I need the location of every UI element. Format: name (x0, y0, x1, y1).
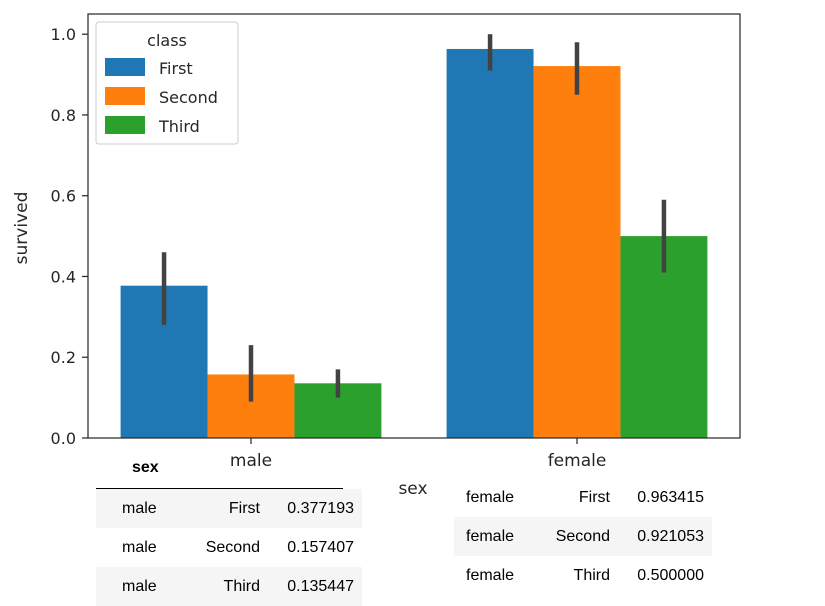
cell-survived: 0.963415 (637, 488, 704, 506)
y-tick-label: 0.2 (51, 348, 76, 367)
y-tick-label: 0.6 (51, 187, 76, 206)
legend-label-third: Third (158, 117, 200, 136)
table-row: female Third 0.500000 (454, 556, 712, 595)
cell-sex: female (454, 517, 536, 556)
cell-survived: 0.135447 (268, 567, 362, 606)
x-tick-label-male: male (230, 451, 272, 471)
male-table: male First 0.377193 male Second 0.157407 male T… (96, 489, 362, 606)
y-tick-label: 0.0 (51, 429, 76, 448)
table-header-sex: sex (132, 459, 159, 476)
table-row: male First 0.377193 (96, 489, 362, 528)
table-row: female First 0.963415 (454, 478, 712, 517)
legend-box (95, 21, 239, 145)
cell-sex: female (466, 488, 515, 506)
cell-class: First (578, 488, 610, 506)
cell-survived: 0.921053 (618, 517, 712, 556)
cell-survived: 0.157407 (287, 538, 354, 556)
y-tick-label: 0.8 (51, 106, 76, 125)
bar-female-second (533, 66, 621, 438)
table-row: male Third 0.135447 (96, 567, 362, 606)
y-axis-label: survived (12, 192, 32, 265)
cell-sex: male (96, 567, 188, 606)
cell-survived: 0.377193 (268, 489, 362, 528)
cell-class: Second (205, 538, 260, 556)
legend-label-second: Second (159, 88, 218, 107)
female-table: female First 0.963415 female Second 0.921053 f… (454, 478, 712, 595)
legend-swatch-second (105, 87, 145, 105)
bar-female-first (446, 48, 534, 439)
cell-class: First (188, 489, 268, 528)
x-axis-label: sex (398, 479, 427, 499)
table-header-rule (96, 488, 343, 489)
y-tick-label: 0.4 (51, 267, 76, 286)
legend-swatch-first (105, 58, 145, 76)
cell-survived: 0.500000 (637, 566, 704, 584)
cell-sex: male (96, 489, 188, 528)
cell-class: Second (536, 517, 618, 556)
cell-class: Third (573, 566, 610, 584)
table-row: female Second 0.921053 (454, 517, 712, 556)
table-row: male Second 0.157407 (96, 528, 362, 567)
legend-title: class (147, 31, 187, 50)
legend-label-first: First (159, 59, 193, 78)
cell-class: Third (188, 567, 268, 606)
legend: class First Second Third (95, 21, 239, 145)
y-tick-label: 1.0 (51, 25, 76, 44)
x-tick-label-female: female (548, 451, 607, 471)
cell-sex: female (466, 566, 515, 584)
cell-sex: male (122, 538, 157, 556)
legend-swatch-third (105, 116, 145, 134)
plot-frame (87, 13, 741, 439)
